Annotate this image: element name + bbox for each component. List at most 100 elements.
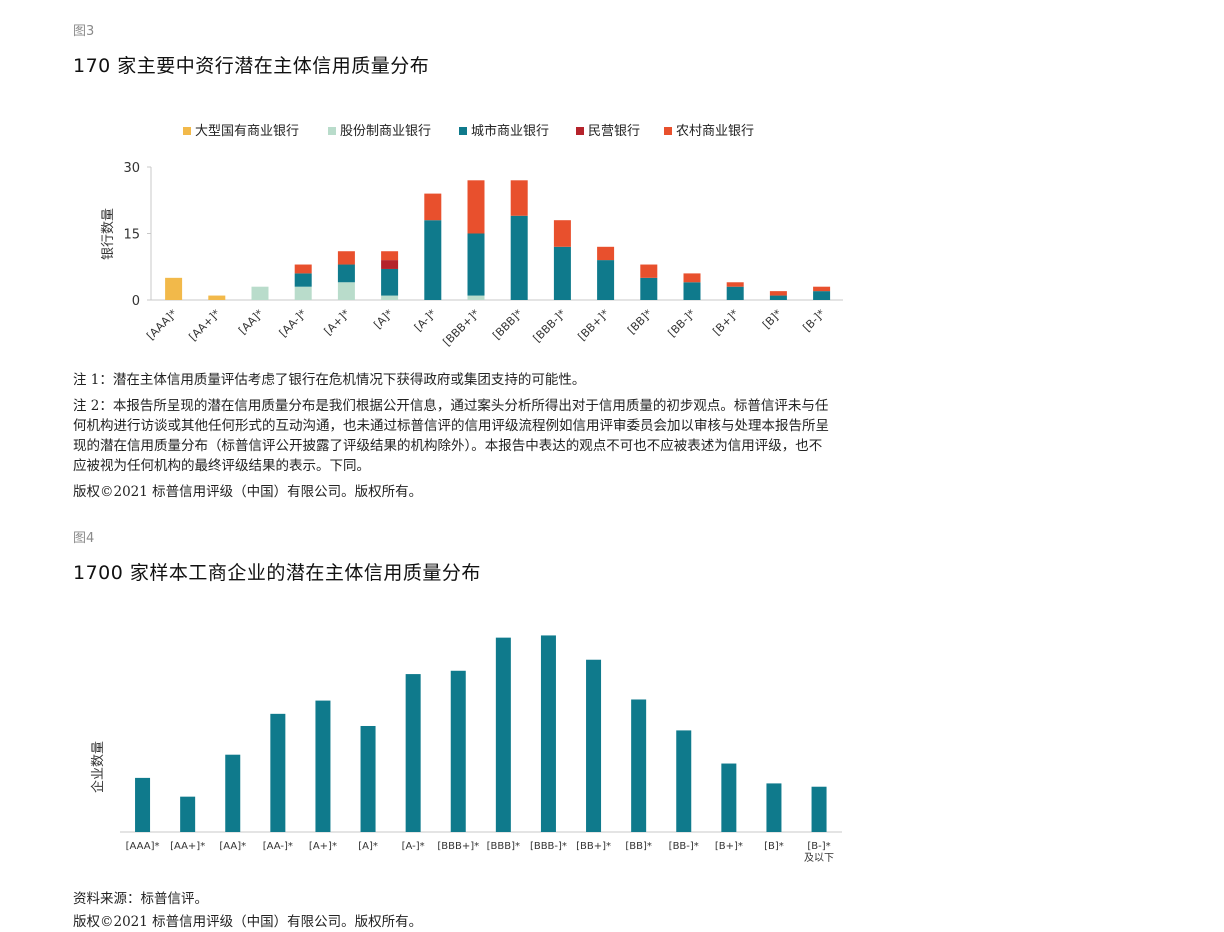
bar-segment [511, 216, 528, 300]
x-tick-label: [BBB]* [490, 307, 526, 343]
bar [135, 778, 150, 832]
bar-segment [338, 282, 355, 300]
bar-segment [165, 278, 182, 300]
y-axis-title: 银行数量 [101, 208, 116, 260]
bar [721, 764, 736, 832]
x-tick-label: [BB-]* [669, 841, 699, 852]
bar [225, 755, 240, 832]
figure-4-label: 图4 [73, 527, 94, 546]
bar [451, 671, 466, 832]
bar [496, 638, 511, 832]
x-tick-label: [BBB-]* [531, 307, 569, 345]
y-tick-label-0: 0 [132, 294, 140, 309]
bar-segment [770, 296, 787, 300]
x-tick-label: [B-]* [800, 307, 828, 335]
bar-segment [338, 251, 355, 264]
y-tick-label-15: 15 [123, 228, 140, 243]
x-tick-label: [BB+]* [575, 307, 612, 344]
x-tick-label: [AA]* [219, 841, 246, 852]
x-tick-label: [BB]* [625, 307, 655, 337]
x-tick-label: [BBB+]* [440, 307, 482, 349]
x-tick-label: [B+]* [710, 307, 741, 338]
note-2-line-4: 应被视为任何机构的最终评级结果的表示。下同。 [73, 456, 863, 476]
bar [812, 787, 827, 832]
note-1: 注 1：潜在主体信用质量评估考虑了银行在危机情况下获得政府或集团支持的可能性。 [73, 370, 863, 390]
x-tick-label: [AAA]* [126, 841, 160, 852]
bar-segment [684, 273, 701, 282]
bar-segment [813, 287, 830, 291]
bar-segment [813, 291, 830, 300]
bar-segment [468, 180, 485, 233]
bar-segment [468, 296, 485, 300]
copyright-1: 版权©2021 标普信用评级（中国）有限公司。版权所有。 [73, 482, 863, 502]
bar-segment [381, 296, 398, 300]
figure-4-title: 1700 家样本工商企业的潜在主体信用质量分布 [73, 558, 481, 585]
x-tick-label: [B]* [764, 841, 784, 852]
bar-segment [338, 265, 355, 283]
note-2-line-3: 现的潜在信用质量分布（标普信评公开披露了评级结果的机构除外）。本报告中表达的观点… [73, 436, 863, 456]
bar [631, 699, 646, 832]
legend-swatch-5 [664, 127, 672, 135]
bar-segment [295, 287, 312, 300]
x-tick-label: [BB-]* [665, 307, 698, 340]
bar-segment [684, 282, 701, 300]
bar-segment [295, 273, 312, 286]
x-tick-label: [BBB+]* [437, 841, 479, 852]
x-tick-label: [AA-]* [263, 841, 293, 852]
x-tick-label: [AAA]* [144, 307, 180, 343]
legend-swatch-2 [328, 127, 336, 135]
legend-label-1: 大型国有商业银行 [195, 124, 299, 139]
bar-segment [381, 269, 398, 296]
bar-segment [295, 265, 312, 274]
x-tick-label: [BBB-]* [530, 841, 567, 852]
legend-label-2: 股份制商业银行 [340, 124, 431, 139]
x-tick-label: [A]* [371, 307, 396, 332]
legend-swatch-4 [576, 127, 584, 135]
x-tick-label-extra: 及以下 [804, 852, 834, 864]
note-2: 注 2：本报告所呈现的潜在信用质量分布是我们根据公开信息，通过案头分析所得出对于… [73, 396, 863, 476]
chart-corporate-credit-distribution: 企业数量 [AAA]* [AA+]* [AA]* [AA-]* [A+]* [A]* [A-]… [0, 600, 1224, 880]
x-tick-label: [A-]* [402, 841, 425, 852]
legend-swatch-3 [459, 127, 467, 135]
y-tick-label-30: 30 [123, 161, 140, 176]
bar [315, 701, 330, 832]
x-tick-label: [B]* [760, 307, 785, 332]
x-tick-label: [B-]* [807, 841, 830, 852]
bar-segment [597, 260, 614, 300]
x-tick-label: [A]* [358, 841, 378, 852]
bar-segment [727, 287, 744, 300]
bar-segment [727, 282, 744, 286]
x-tick-label: [A+]* [322, 307, 353, 338]
bar [766, 783, 781, 832]
x-tick-label: [BB]* [625, 841, 652, 852]
source-note: 资料来源：标普信评。 [73, 889, 863, 909]
bar-segment [554, 220, 571, 247]
bar-segment [424, 194, 441, 221]
x-tick-label: [A+]* [309, 841, 337, 852]
bar-segment [640, 278, 657, 300]
x-tick-label: [BB+]* [576, 841, 611, 852]
bar-segment [554, 247, 571, 300]
chart-bank-credit-distribution: 大型国有商业银行 股份制商业银行 城市商业银行 民营银行 农村商业银行 0 15 30 银行数量… [0, 0, 1224, 360]
bar-segment [468, 234, 485, 296]
bar [541, 635, 556, 832]
legend-label-5: 农村商业银行 [676, 124, 754, 139]
bar-segment [208, 296, 225, 300]
legend-swatch-1 [183, 127, 191, 135]
bar-segment [770, 291, 787, 295]
bar-segment [252, 287, 269, 300]
bar-segment [597, 247, 614, 260]
x-tick-label: [AA]* [236, 307, 266, 337]
y-axis-title: 企业数量 [90, 741, 106, 793]
bar [676, 730, 691, 832]
legend-label-3: 城市商业银行 [471, 123, 549, 139]
bar-segment [381, 251, 398, 260]
bar [270, 714, 285, 832]
x-tick-label: [B+]* [715, 841, 743, 852]
x-tick-label: [BBB]* [487, 841, 520, 852]
note-2-line-2: 何机构进行访谈或其他任何形式的互动沟通，也未通过标普信评的信用评级流程例如信用评… [73, 416, 863, 436]
x-tick-label: [AA+]* [186, 307, 223, 344]
bar [361, 726, 376, 832]
bar [180, 797, 195, 832]
bar [586, 660, 601, 832]
